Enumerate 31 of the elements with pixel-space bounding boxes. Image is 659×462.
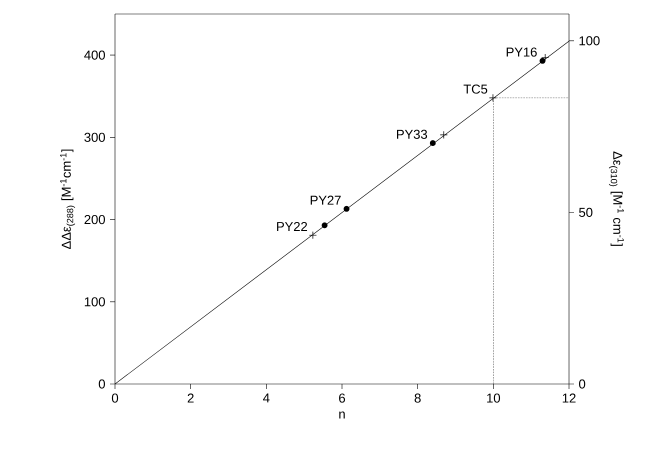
- annotation: TC5: [464, 84, 488, 94]
- annotation: PY27: [310, 196, 341, 205]
- point: [440, 130, 448, 139]
- point: [308, 231, 317, 240]
- annotation: PY16: [506, 48, 537, 57]
- x-tick-label: 6: [339, 394, 346, 403]
- y-tick-label: 400: [84, 50, 105, 60]
- x-tick-label: 10: [487, 394, 500, 403]
- annotation: PY22: [277, 222, 308, 231]
- x-tick-label: 12: [562, 394, 576, 403]
- point: [344, 206, 350, 212]
- x-tick-label: 0: [112, 394, 118, 403]
- y-tick-label: 300: [84, 132, 105, 142]
- x-tick-label: 4: [263, 394, 270, 402]
- y-tick-label: 200: [84, 214, 105, 224]
- annotation: PY33: [397, 130, 428, 139]
- y-tick-label: 0: [98, 379, 105, 389]
- y2-tick-label: 0: [579, 379, 586, 389]
- point: [541, 54, 550, 62]
- y2-axis-title: Δε$_{(310)}$ [M$^{-1}$ cm$^{-1}$]: [608, 152, 624, 246]
- point: [322, 222, 328, 228]
- y2-tick-label: 100: [580, 36, 600, 46]
- x-tick-label: 2: [188, 394, 194, 403]
- x-axis-title: n: [339, 412, 345, 418]
- y-axis-title: ΔΔε$_{(288)}$ [M$^{-1}$cm$^{-1}$]: [60, 150, 76, 249]
- x-tick-label: 8: [414, 394, 421, 403]
- y2-tick-label: 50: [579, 208, 592, 217]
- point: [540, 58, 546, 64]
- point: [430, 140, 436, 146]
- point: [489, 94, 497, 102]
- y-tick-label: 100: [84, 297, 105, 306]
